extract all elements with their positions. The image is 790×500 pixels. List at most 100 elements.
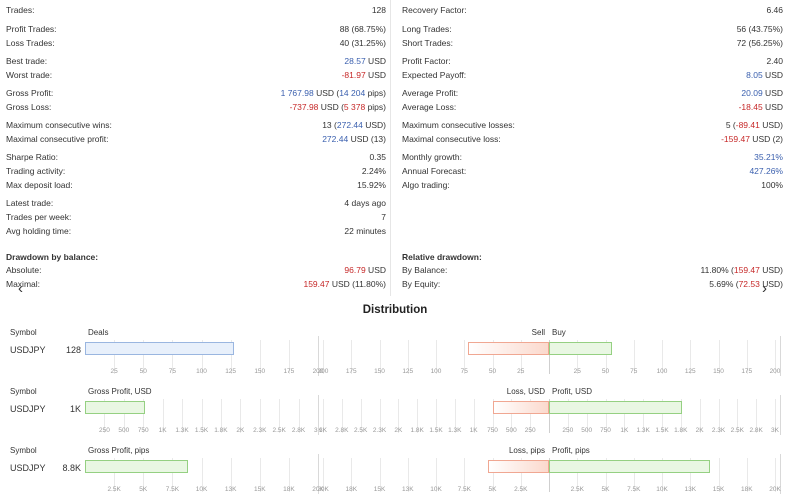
gridline: [398, 399, 400, 433]
stat-value: 4 days ago: [344, 197, 386, 210]
symbol-value: USDJPY: [10, 345, 46, 355]
axis-tick-label: 25: [573, 368, 581, 375]
chevron-left-icon[interactable]: ‹: [18, 280, 23, 297]
stat-label: Trading activity:: [6, 166, 66, 176]
gridline: [454, 399, 456, 433]
gridline: [464, 340, 466, 374]
statistics-right-column: Recovery Factor: 6.46 Long Trades: 56 (43.7…: [396, 0, 787, 296]
stat-value: 11.80% (159.47 USD): [700, 264, 783, 277]
gridline: [379, 399, 381, 433]
stat-value: 1 767.98 USD (14 204 pips): [281, 87, 386, 100]
axis-tick-label: 1.8K: [674, 427, 688, 434]
axis-tick-label: 50: [601, 368, 610, 375]
gridline: [172, 458, 174, 492]
axis-tick-label: 125: [402, 368, 414, 375]
gridline: [182, 399, 184, 433]
axis-tick-label: 2.5K: [514, 486, 528, 493]
gridline: [143, 458, 145, 492]
stat-number: 100%: [761, 180, 783, 190]
axis-tick-label: 175: [741, 368, 753, 375]
stat-suffix: USD): [362, 120, 386, 130]
drawdown-title: Relative drawdown:: [402, 251, 783, 264]
stat-row: Gross Profit: 1 767.98 USD (14 204 pips): [6, 87, 386, 100]
stat-number: -159.47: [721, 134, 750, 144]
axis-tick-label: 1.8K: [214, 427, 228, 434]
statistics-left-column: Trades: 128 Profit Trades: 88 (68.75%) Loss …: [0, 0, 391, 296]
gridline: [746, 458, 748, 492]
stat-value: -159.47 USD (2): [721, 133, 783, 146]
stat-label: Profit Factor:: [402, 56, 451, 66]
gridline: [775, 399, 776, 433]
gridline: [662, 340, 663, 374]
axis-tick-label: 1.5K: [655, 427, 669, 434]
stat-unit: USD: [365, 265, 386, 275]
stat-label: Worst trade:: [6, 70, 53, 80]
stat-row: Worst trade: -81.97 USD: [6, 69, 386, 82]
axis-tick-label: 2.8K: [749, 427, 763, 434]
chart-divider: [318, 454, 319, 494]
stat-value: 22 minutes: [344, 225, 386, 238]
gridline: [718, 340, 720, 374]
stat-suffix: USD): [759, 120, 783, 130]
gridline: [379, 458, 381, 492]
right-chart-header-right: Profit, USD: [552, 387, 593, 396]
stat-suffix: USD): [759, 265, 783, 275]
symbol-total: 1K: [69, 404, 81, 414]
stat-value: 35.21%: [754, 151, 783, 164]
stat-prefix: 5 (: [725, 120, 736, 130]
distribution-section: Symbol USDJPY 8.8K Gross Profit, pips Loss, …: [0, 446, 790, 500]
axis-tick-label: 13K: [224, 486, 237, 493]
axis-tick-label: 200: [317, 368, 329, 375]
stat-number: 40 (31.25%): [339, 38, 386, 48]
gridline: [662, 399, 663, 433]
axis-tick-label: 5K: [139, 486, 148, 493]
axis-tick-label: 175: [283, 368, 295, 375]
axis-tick-label: 7.5K: [457, 486, 471, 493]
axis-tick-label: 1.5K: [194, 427, 209, 434]
stat-label: By Balance:: [402, 265, 448, 275]
stat-label: Recovery Factor:: [402, 5, 467, 15]
axis-tick-label: 2K: [695, 427, 704, 434]
stat-value: 20.09 USD: [741, 87, 783, 100]
gridline: [323, 340, 324, 374]
stat-row: Average Profit: 20.09 USD: [402, 87, 783, 100]
stat-value: 2.40: [766, 55, 783, 68]
stat-row: Expected Payoff: 8.05 USD: [402, 69, 783, 82]
symbol-header: Symbol: [10, 387, 37, 396]
gridline: [298, 399, 300, 433]
stat-label: Maximal consecutive profit:: [6, 134, 109, 144]
left-chart-header: Gross Profit, USD: [88, 387, 152, 396]
gridline: [323, 458, 324, 492]
gridline: [341, 399, 343, 433]
axis-tick-label: 75: [630, 368, 638, 375]
axis-tick-label: 75: [460, 368, 468, 375]
stat-row: Loss Trades: 40 (31.25%): [6, 37, 386, 50]
gridline: [464, 458, 466, 492]
stat-value: 88 (68.75%): [340, 23, 386, 36]
stat-number: 272.44: [336, 120, 363, 130]
symbol-total: 8.8K: [62, 463, 81, 473]
gridline: [360, 399, 362, 433]
stat-number: 0.35: [369, 152, 386, 162]
stat-row: Maximal: 159.47 USD (11.80%): [6, 278, 386, 291]
stat-value: -737.98 USD (5 378 pips): [290, 101, 386, 114]
axis-tick-label: 2.5K: [570, 486, 584, 493]
gridline: [567, 399, 569, 433]
stat-label: Monthly growth:: [402, 152, 462, 162]
axis-tick-label: 2.3K: [372, 427, 387, 434]
stat-number: 159.47: [733, 265, 760, 275]
stat-number: 2.24%: [361, 166, 386, 176]
chevron-right-icon[interactable]: ›: [762, 280, 767, 297]
stat-number: 7: [381, 212, 386, 222]
gridline: [492, 458, 494, 492]
axis-tick-label: 18K: [740, 486, 753, 493]
drawdown-heading: Drawdown by balance:: [6, 252, 99, 262]
gridline: [143, 340, 145, 374]
gridline: [351, 458, 353, 492]
gridline: [407, 340, 409, 374]
stat-value: 40 (31.25%): [340, 37, 386, 50]
stat-label: Trades:: [6, 5, 35, 15]
gridline: [259, 340, 261, 374]
gridline: [379, 340, 381, 374]
stat-value: 15.92%: [357, 179, 386, 192]
